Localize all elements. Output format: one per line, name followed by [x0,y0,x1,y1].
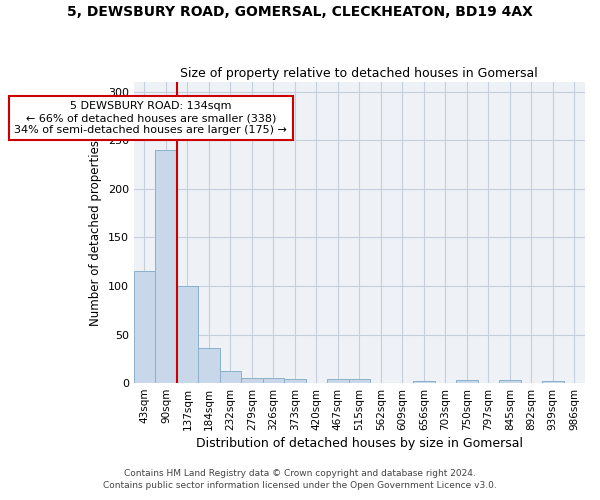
Bar [542,381,563,383]
Bar [155,150,177,383]
Bar [177,286,198,383]
Bar [499,380,521,383]
Bar [263,378,284,383]
Bar [349,379,370,383]
Bar [220,372,241,383]
Text: 5 DEWSBURY ROAD: 134sqm
← 66% of detached houses are smaller (338)
34% of semi-d: 5 DEWSBURY ROAD: 134sqm ← 66% of detache… [14,102,287,134]
Text: 5, DEWSBURY ROAD, GOMERSAL, CLECKHEATON, BD19 4AX: 5, DEWSBURY ROAD, GOMERSAL, CLECKHEATON,… [67,5,533,19]
Bar [134,272,155,383]
Bar [198,348,220,383]
X-axis label: Distribution of detached houses by size in Gomersal: Distribution of detached houses by size … [196,437,523,450]
Bar [327,379,349,383]
Bar [284,379,305,383]
Title: Size of property relative to detached houses in Gomersal: Size of property relative to detached ho… [181,66,538,80]
Bar [241,378,263,383]
Bar [456,380,478,383]
Y-axis label: Number of detached properties: Number of detached properties [89,140,102,326]
Bar [413,381,434,383]
Text: Contains HM Land Registry data © Crown copyright and database right 2024.
Contai: Contains HM Land Registry data © Crown c… [103,468,497,490]
